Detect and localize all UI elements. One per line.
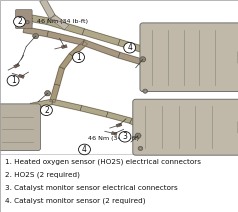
Polygon shape — [34, 36, 37, 38]
Polygon shape — [60, 54, 74, 69]
Polygon shape — [45, 93, 48, 95]
Polygon shape — [34, 34, 37, 36]
Polygon shape — [135, 134, 138, 136]
Polygon shape — [137, 136, 139, 138]
Polygon shape — [45, 91, 48, 93]
Circle shape — [138, 146, 143, 151]
Circle shape — [7, 75, 19, 86]
Text: 2. HO2S (2 required): 2. HO2S (2 required) — [5, 172, 80, 178]
Polygon shape — [18, 74, 25, 78]
Text: 1. Heated oxygen sensor (HO2S) electrical connectors: 1. Heated oxygen sensor (HO2S) electrica… — [5, 159, 201, 165]
Text: 1: 1 — [76, 53, 81, 62]
Circle shape — [143, 89, 148, 93]
Polygon shape — [135, 136, 138, 138]
Circle shape — [124, 42, 136, 53]
Polygon shape — [36, 36, 39, 38]
Text: 3: 3 — [123, 132, 127, 141]
Text: 3. Catalyst monitor sensor electrical connectors: 3. Catalyst monitor sensor electrical co… — [5, 185, 178, 191]
Text: 46 Nm (34 lb-ft): 46 Nm (34 lb-ft) — [88, 136, 139, 141]
Polygon shape — [140, 57, 143, 59]
Polygon shape — [137, 134, 139, 136]
Polygon shape — [61, 45, 67, 49]
Polygon shape — [14, 63, 20, 68]
Polygon shape — [30, 99, 53, 109]
Polygon shape — [48, 93, 50, 95]
Polygon shape — [141, 57, 144, 59]
FancyBboxPatch shape — [0, 0, 238, 154]
Polygon shape — [50, 84, 60, 102]
FancyBboxPatch shape — [140, 23, 238, 92]
Circle shape — [79, 144, 90, 155]
Polygon shape — [118, 53, 149, 66]
Circle shape — [73, 52, 84, 63]
Circle shape — [25, 21, 29, 24]
Polygon shape — [116, 123, 122, 127]
Polygon shape — [143, 57, 146, 59]
Circle shape — [26, 21, 28, 23]
Polygon shape — [46, 91, 49, 93]
Text: 4: 4 — [127, 43, 132, 52]
Text: 4. Catalyst monitor sensor (2 required): 4. Catalyst monitor sensor (2 required) — [5, 198, 145, 204]
Polygon shape — [118, 40, 149, 54]
Polygon shape — [106, 112, 132, 123]
Polygon shape — [48, 91, 50, 93]
Polygon shape — [80, 106, 108, 117]
Polygon shape — [82, 40, 120, 58]
FancyBboxPatch shape — [0, 104, 40, 151]
Polygon shape — [55, 67, 64, 85]
Polygon shape — [52, 99, 82, 111]
Circle shape — [14, 16, 25, 27]
Polygon shape — [40, 0, 55, 18]
Polygon shape — [46, 18, 84, 35]
Polygon shape — [46, 93, 49, 95]
Polygon shape — [143, 59, 146, 61]
Polygon shape — [23, 14, 48, 24]
Polygon shape — [111, 132, 117, 135]
Polygon shape — [23, 27, 48, 37]
FancyBboxPatch shape — [15, 10, 32, 29]
FancyBboxPatch shape — [133, 99, 238, 155]
Text: 4: 4 — [82, 145, 87, 154]
Polygon shape — [47, 31, 84, 45]
Polygon shape — [140, 59, 143, 61]
Polygon shape — [82, 29, 120, 45]
Text: 2: 2 — [44, 106, 49, 115]
Polygon shape — [69, 41, 88, 57]
Polygon shape — [33, 34, 36, 36]
Polygon shape — [138, 136, 141, 138]
Polygon shape — [36, 34, 39, 36]
Polygon shape — [138, 134, 141, 136]
Polygon shape — [129, 119, 144, 129]
Circle shape — [40, 105, 52, 116]
Text: 1: 1 — [11, 76, 15, 85]
Circle shape — [119, 131, 131, 142]
Polygon shape — [33, 36, 36, 38]
Text: 46 Nm (34 lb-ft): 46 Nm (34 lb-ft) — [37, 19, 88, 24]
Circle shape — [144, 90, 146, 92]
Polygon shape — [50, 15, 69, 30]
Text: 2: 2 — [17, 17, 22, 26]
Circle shape — [139, 147, 142, 149]
Polygon shape — [141, 59, 144, 61]
Circle shape — [18, 21, 22, 24]
Circle shape — [19, 21, 21, 23]
